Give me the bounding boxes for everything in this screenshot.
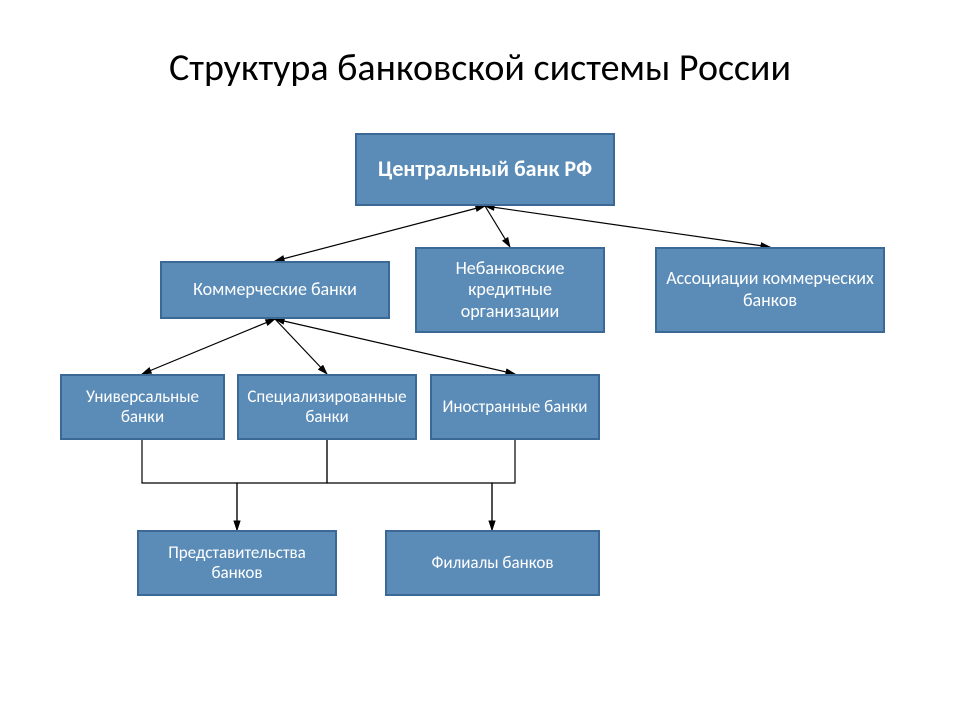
- page-title: Структура банковской системы России: [0, 45, 960, 91]
- connector-line: [275, 319, 327, 374]
- node-spec: Специализированные банки: [237, 374, 417, 440]
- connector-line: [485, 206, 770, 247]
- node-rep: Представительства банков: [137, 530, 337, 596]
- connector-line: [485, 206, 510, 247]
- connector-line: [142, 319, 275, 374]
- connector-elbow: [327, 440, 492, 530]
- connector-elbow: [142, 440, 237, 530]
- node-comm: Коммерческие банки: [160, 261, 390, 319]
- connector-elbow: [237, 440, 327, 530]
- node-assoc: Ассоциации коммерческих банков: [655, 247, 885, 333]
- connector-layer: [0, 0, 960, 720]
- node-root: Центральный банк РФ: [355, 133, 615, 206]
- node-foreign: Иностранные банки: [430, 374, 600, 440]
- node-branch: Филиалы банков: [385, 530, 600, 596]
- node-univ: Универсальные банки: [60, 374, 225, 440]
- node-nonbank: Небанковские кредитные организации: [415, 247, 605, 333]
- connector-elbow: [492, 440, 515, 530]
